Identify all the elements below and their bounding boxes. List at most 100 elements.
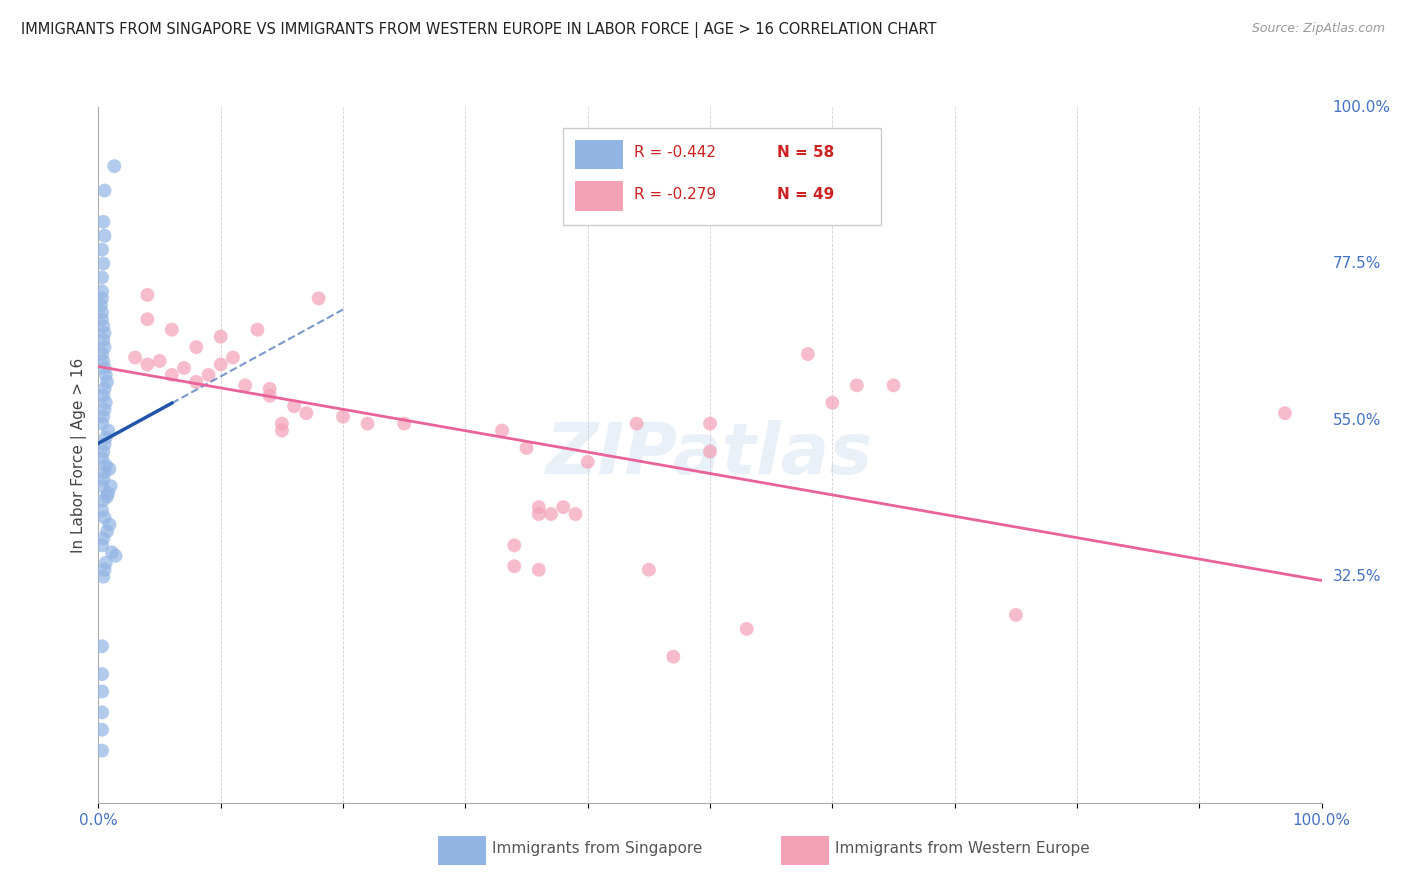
Point bbox=[91, 570, 114, 584]
Point bbox=[91, 723, 114, 737]
Point bbox=[97, 486, 120, 500]
Point bbox=[91, 291, 114, 305]
Point bbox=[821, 396, 844, 410]
Point bbox=[93, 563, 115, 577]
Point bbox=[576, 455, 599, 469]
Point bbox=[91, 243, 114, 257]
Point bbox=[93, 437, 115, 451]
Text: N = 49: N = 49 bbox=[778, 186, 835, 202]
Point bbox=[136, 312, 159, 326]
Point bbox=[160, 368, 183, 382]
Point bbox=[94, 556, 117, 570]
Point bbox=[93, 228, 115, 243]
Point bbox=[332, 409, 354, 424]
Text: R = -0.442: R = -0.442 bbox=[634, 145, 716, 160]
Point bbox=[527, 500, 550, 514]
Point bbox=[91, 285, 114, 299]
Point bbox=[91, 706, 114, 720]
Point bbox=[699, 444, 721, 458]
Point bbox=[1004, 607, 1026, 622]
Point bbox=[101, 545, 124, 559]
Text: R = -0.279: R = -0.279 bbox=[634, 186, 716, 202]
Text: 100.0%: 100.0% bbox=[1333, 100, 1391, 114]
Point bbox=[93, 402, 115, 417]
Text: IMMIGRANTS FROM SINGAPORE VS IMMIGRANTS FROM WESTERN EUROPE IN LABOR FORCE | AGE: IMMIGRANTS FROM SINGAPORE VS IMMIGRANTS … bbox=[21, 22, 936, 38]
FancyBboxPatch shape bbox=[575, 181, 623, 211]
Point bbox=[98, 462, 121, 476]
Point bbox=[91, 409, 114, 424]
Point bbox=[735, 622, 758, 636]
Point bbox=[91, 354, 114, 368]
Point bbox=[91, 472, 114, 486]
Point bbox=[104, 549, 127, 563]
Point bbox=[270, 424, 294, 438]
Text: N = 58: N = 58 bbox=[778, 145, 835, 160]
Point bbox=[540, 507, 562, 521]
Text: Immigrants from Western Europe: Immigrants from Western Europe bbox=[835, 840, 1090, 855]
Point bbox=[491, 424, 513, 438]
Point bbox=[97, 424, 120, 438]
Point bbox=[626, 417, 648, 431]
Text: 32.5%: 32.5% bbox=[1333, 569, 1381, 584]
Point bbox=[93, 466, 115, 480]
Point bbox=[527, 507, 550, 521]
Point bbox=[699, 417, 721, 431]
Point bbox=[94, 368, 117, 382]
Point bbox=[149, 354, 172, 368]
Point bbox=[209, 358, 232, 372]
Point bbox=[90, 298, 112, 312]
Point bbox=[564, 507, 586, 521]
Text: ZIPatlas: ZIPatlas bbox=[547, 420, 873, 490]
Point bbox=[91, 444, 114, 458]
Point bbox=[94, 396, 117, 410]
Point bbox=[91, 312, 114, 326]
Point bbox=[173, 360, 195, 375]
FancyBboxPatch shape bbox=[575, 140, 623, 169]
Point bbox=[91, 215, 114, 229]
Point bbox=[96, 375, 118, 389]
Point bbox=[100, 479, 122, 493]
Point bbox=[93, 360, 115, 375]
Point bbox=[222, 351, 245, 365]
Point bbox=[503, 559, 526, 574]
FancyBboxPatch shape bbox=[780, 836, 828, 864]
Point bbox=[186, 375, 208, 389]
Point bbox=[295, 406, 318, 420]
Point bbox=[103, 159, 125, 173]
Point bbox=[392, 417, 416, 431]
Point bbox=[96, 490, 118, 504]
Point bbox=[91, 493, 114, 508]
Point bbox=[91, 333, 114, 347]
Point bbox=[91, 479, 114, 493]
Text: 77.5%: 77.5% bbox=[1333, 256, 1381, 271]
Point bbox=[96, 524, 118, 539]
Point bbox=[93, 326, 115, 340]
Point bbox=[91, 417, 114, 431]
Point bbox=[91, 270, 114, 285]
Point bbox=[94, 431, 117, 445]
Point bbox=[233, 378, 256, 392]
Point bbox=[197, 368, 219, 382]
Point bbox=[136, 288, 159, 302]
Point bbox=[553, 500, 575, 514]
Point bbox=[91, 503, 114, 517]
Point bbox=[91, 639, 114, 653]
Point bbox=[662, 649, 685, 664]
Point bbox=[91, 389, 114, 403]
Point bbox=[883, 378, 905, 392]
Point bbox=[637, 563, 661, 577]
Point bbox=[246, 323, 269, 337]
Point bbox=[91, 347, 114, 361]
Text: 55.0%: 55.0% bbox=[1333, 413, 1381, 427]
Text: Source: ZipAtlas.com: Source: ZipAtlas.com bbox=[1251, 22, 1385, 36]
Point bbox=[93, 382, 115, 396]
FancyBboxPatch shape bbox=[439, 836, 486, 864]
Point bbox=[503, 538, 526, 552]
Point bbox=[797, 347, 820, 361]
Point bbox=[93, 340, 115, 354]
Point bbox=[136, 358, 159, 372]
Point bbox=[91, 684, 114, 698]
Point bbox=[209, 329, 232, 343]
Point bbox=[91, 305, 114, 319]
Point bbox=[270, 417, 294, 431]
